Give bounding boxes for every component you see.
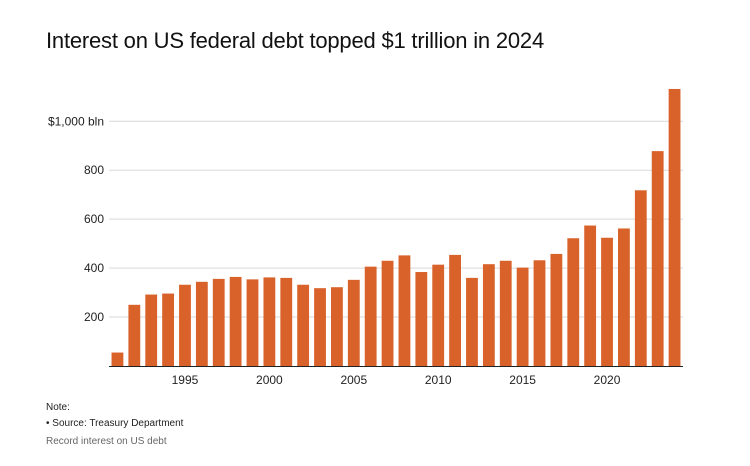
note-label: Note:: [46, 402, 70, 413]
bar-2015: [516, 267, 529, 366]
y-axis-ticks: 200 400 600 800 $1,000 bln: [48, 114, 104, 324]
bar-1998: [229, 276, 242, 366]
bar-2004: [331, 287, 343, 366]
x-tick-label: 1995: [172, 373, 199, 387]
bar-2007: [381, 260, 394, 366]
bar-2020: [601, 237, 613, 366]
y-tick-label: $1,000 bln: [48, 114, 104, 128]
bar-2017: [550, 253, 563, 366]
y-tick-label: 400: [84, 261, 104, 275]
x-tick-label: 2010: [425, 373, 452, 387]
bar-2012: [466, 277, 478, 366]
bar-1993: [145, 294, 158, 366]
x-tick-label: 2005: [340, 373, 367, 387]
x-tick-label: 2015: [509, 373, 536, 387]
chart-title: Interest on US federal debt topped $1 tr…: [46, 28, 544, 53]
bar-1997: [212, 278, 225, 366]
bar-1991: [111, 352, 124, 366]
bar-2001: [280, 277, 293, 366]
y-tick-label: 200: [84, 310, 104, 324]
x-tick-label: 2020: [594, 373, 621, 387]
bar-2024: [668, 88, 681, 367]
bar-1994: [162, 293, 174, 366]
x-tick-label: 2000: [256, 373, 283, 387]
bar-2000: [263, 277, 276, 366]
bar-2002: [297, 284, 310, 366]
bar-2010: [432, 264, 445, 366]
bar-2016: [533, 260, 546, 366]
bar-1995: [179, 284, 191, 366]
bar-2009: [415, 272, 428, 366]
bar-2019: [584, 225, 597, 366]
bar-2022: [634, 190, 647, 366]
y-tick-label: 800: [84, 163, 104, 177]
bar-2014: [499, 260, 512, 366]
bar-1999: [246, 279, 259, 366]
caption: Record interest on US debt: [46, 436, 167, 447]
bars: [111, 88, 681, 367]
x-axis-ticks: 1995 2000 2005 2010 2015 2020: [172, 373, 621, 387]
gridlines: [109, 120, 683, 318]
bar-1992: [128, 304, 141, 366]
bar-1996: [195, 281, 208, 366]
bar-2006: [364, 266, 377, 366]
y-tick-label: 600: [84, 212, 104, 226]
bar-2008: [398, 255, 411, 366]
bar-2021: [618, 228, 630, 366]
bar-2003: [314, 288, 326, 366]
source-note: • Source: Treasury Department: [46, 418, 184, 429]
bar-2018: [567, 238, 580, 366]
bar-2005: [347, 279, 360, 366]
bar-2013: [482, 264, 495, 366]
bar-2011: [449, 254, 461, 366]
bar-2023: [651, 151, 664, 366]
